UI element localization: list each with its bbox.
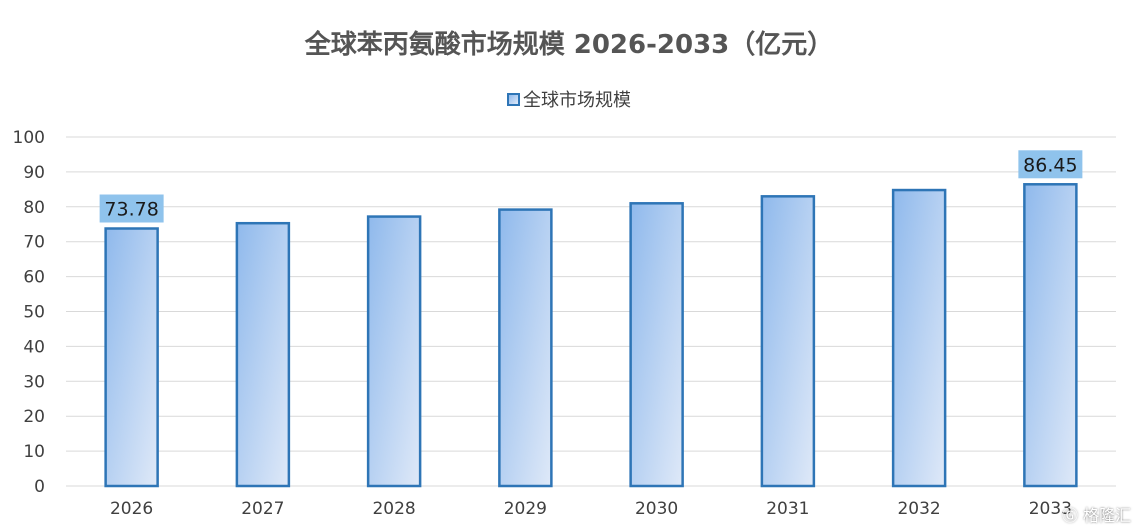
x-tick-label: 2028 — [372, 499, 415, 519]
y-tick-label: 40 — [23, 337, 45, 357]
x-tick-label: 2029 — [504, 499, 547, 519]
x-axis-ticks: 2026 2027 2028 2029 2030 2031 2032 2033 — [110, 499, 1072, 519]
y-tick-label: 100 — [13, 128, 45, 148]
watermark: Ⓖ 格隆汇 — [1062, 502, 1131, 526]
data-label-box — [99, 194, 164, 223]
bar-2029 — [498, 208, 553, 488]
x-tick-label: 2030 — [635, 499, 678, 519]
watermark-text: 格隆汇 — [1083, 506, 1132, 525]
bars — [104, 183, 1078, 488]
bar-2027 — [235, 221, 291, 488]
y-tick-label: 10 — [23, 442, 45, 462]
bar-2033 — [1023, 183, 1078, 488]
legend: 全球市场规模 — [0, 86, 1138, 112]
x-tick-label: 2032 — [897, 499, 940, 519]
y-tick-label: 80 — [23, 198, 45, 218]
y-tick-label: 0 — [34, 477, 45, 497]
y-tick-label: 60 — [23, 268, 45, 288]
bar-2026 — [104, 227, 159, 488]
bar-2028 — [366, 215, 422, 488]
data-label: 86.45 — [1023, 154, 1077, 176]
y-tick-label: 30 — [23, 372, 45, 392]
legend-label: 全球市场规模 — [523, 90, 631, 111]
chart-title: 全球苯丙氨酸市场规模 2026-2033（亿元） — [304, 30, 834, 60]
x-tick-label: 2027 — [241, 499, 284, 519]
bar-2032 — [891, 188, 947, 488]
gelonghui-logo-icon: Ⓖ — [1062, 506, 1079, 525]
data-labels: 73.78 86.45 — [99, 150, 1083, 223]
y-axis-ticks: 0 10 20 30 40 50 60 70 80 90 100 — [13, 128, 45, 497]
data-label-box — [1018, 150, 1083, 179]
gridlines — [66, 136, 1116, 487]
legend-swatch — [507, 92, 520, 106]
data-label: 73.78 — [104, 199, 158, 221]
x-tick-label: 2033 — [1029, 499, 1072, 519]
x-tick-label: 2026 — [110, 499, 153, 519]
y-tick-label: 70 — [23, 233, 45, 253]
bar-2030 — [629, 202, 684, 488]
x-tick-label: 2031 — [766, 499, 809, 519]
y-tick-label: 50 — [23, 303, 45, 323]
bar-2031 — [760, 195, 816, 488]
y-tick-label: 90 — [23, 163, 45, 183]
y-tick-label: 20 — [23, 407, 45, 427]
